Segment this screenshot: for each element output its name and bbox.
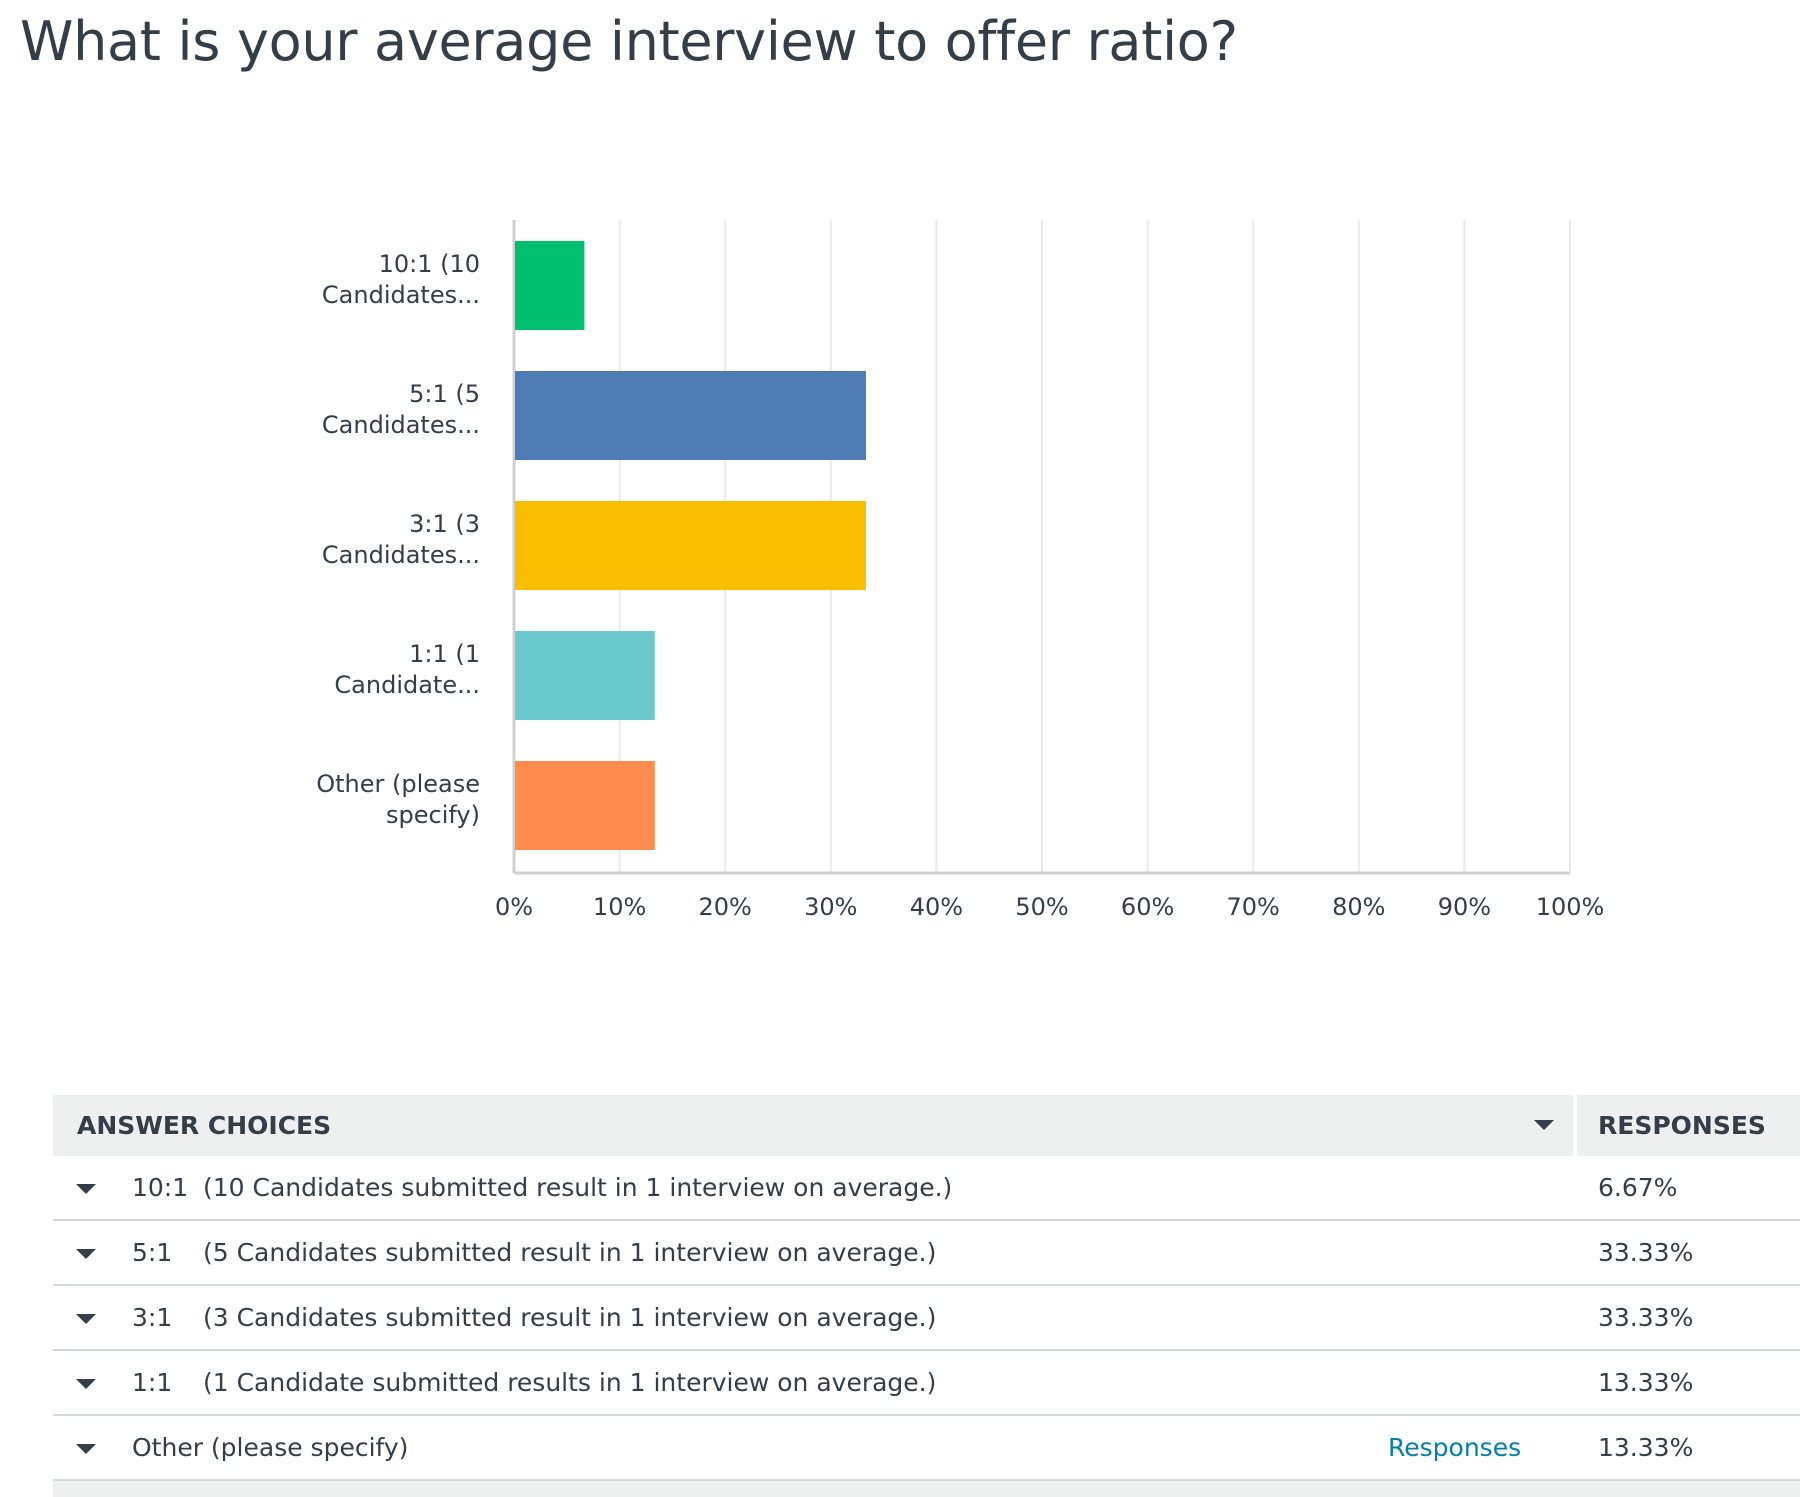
expand-caret-icon[interactable]	[76, 1379, 96, 1389]
answer-table: ANSWER CHOICES RESPONSES 10:1 (10 Candid…	[53, 1095, 1800, 1497]
category-label: 1:1 (1 Candidate...	[334, 640, 480, 699]
row-ratio: 5:1	[132, 1238, 173, 1267]
x-tick-label: 70%	[1227, 893, 1280, 921]
category-label: 3:1 (3 Candidates...	[322, 510, 480, 569]
responses-header: RESPONSES	[1598, 1111, 1766, 1140]
expand-caret-icon[interactable]	[76, 1314, 96, 1324]
category-label: 10:1 (10 Candidates...	[322, 250, 480, 309]
x-tick-label: 40%	[910, 893, 963, 921]
x-tick-label: 80%	[1332, 893, 1385, 921]
table-header: ANSWER CHOICES RESPONSES	[53, 1095, 1800, 1156]
row-percentage: 13.33%	[1598, 1433, 1694, 1462]
row-ratio: 1:1	[132, 1368, 173, 1397]
table-row: 5:1 (5 Candidates submitted result in 1 …	[53, 1221, 1800, 1286]
answer-choices-header: ANSWER CHOICES	[77, 1111, 332, 1140]
expand-caret-icon[interactable]	[76, 1184, 96, 1194]
bar-chart: 0% 10% 20% 30% 40% 50% 60% 70% 80% 90% 100% 10:1 (1…	[316, 220, 1605, 921]
category-label: 5:1 (5 Candidates...	[322, 380, 480, 439]
table-row: 10:1 (10 Candidates submitted result in …	[53, 1156, 1800, 1221]
row-percentage: 6.67%	[1598, 1173, 1678, 1202]
x-tick-label: 90%	[1438, 893, 1491, 921]
row-ratio: 3:1	[132, 1303, 173, 1332]
expand-caret-icon[interactable]	[76, 1249, 96, 1259]
row-description: (5 Candidates submitted result in 1 inte…	[203, 1238, 937, 1267]
table-row: 3:1 (3 Candidates submitted result in 1 …	[53, 1286, 1800, 1351]
table-row: 1:1 (1 Candidate submitted results in 1 …	[53, 1351, 1800, 1416]
row-percentage: 33.33%	[1598, 1303, 1694, 1332]
x-tick-label: 0%	[495, 893, 533, 921]
row-percentage: 13.33%	[1598, 1368, 1694, 1397]
x-tick-label: 100%	[1536, 893, 1605, 921]
bar	[515, 501, 866, 590]
page-title: What is your average interview to offer …	[20, 10, 1238, 73]
header-divider	[1573, 1095, 1577, 1156]
row-description: (1 Candidate submitted results in 1 inte…	[203, 1368, 937, 1397]
x-tick-label: 60%	[1121, 893, 1174, 921]
expand-caret-icon[interactable]	[76, 1444, 96, 1454]
x-tick-label: 20%	[699, 893, 752, 921]
row-percentage: 33.33%	[1598, 1238, 1694, 1267]
row-ratio: 10:1	[132, 1173, 189, 1202]
bar	[515, 631, 655, 720]
table-row-other: Other (please specify) Responses 13.33%	[53, 1416, 1800, 1481]
category-label: Other (please specify)	[316, 770, 480, 829]
bar	[515, 241, 585, 330]
row-description: (10 Candidates submitted result in 1 int…	[203, 1173, 953, 1202]
responses-link[interactable]: Responses	[1388, 1433, 1522, 1462]
sort-chevron-down-icon[interactable]	[1534, 1120, 1554, 1130]
x-tick-label: 10%	[593, 893, 646, 921]
table-footer	[53, 1481, 1800, 1497]
row-other-label: Other (please specify)	[132, 1433, 409, 1462]
x-tick-label: 50%	[1015, 893, 1068, 921]
bar	[515, 371, 866, 460]
row-description: (3 Candidates submitted result in 1 inte…	[203, 1303, 937, 1332]
x-tick-label: 30%	[804, 893, 857, 921]
bar	[515, 761, 655, 850]
